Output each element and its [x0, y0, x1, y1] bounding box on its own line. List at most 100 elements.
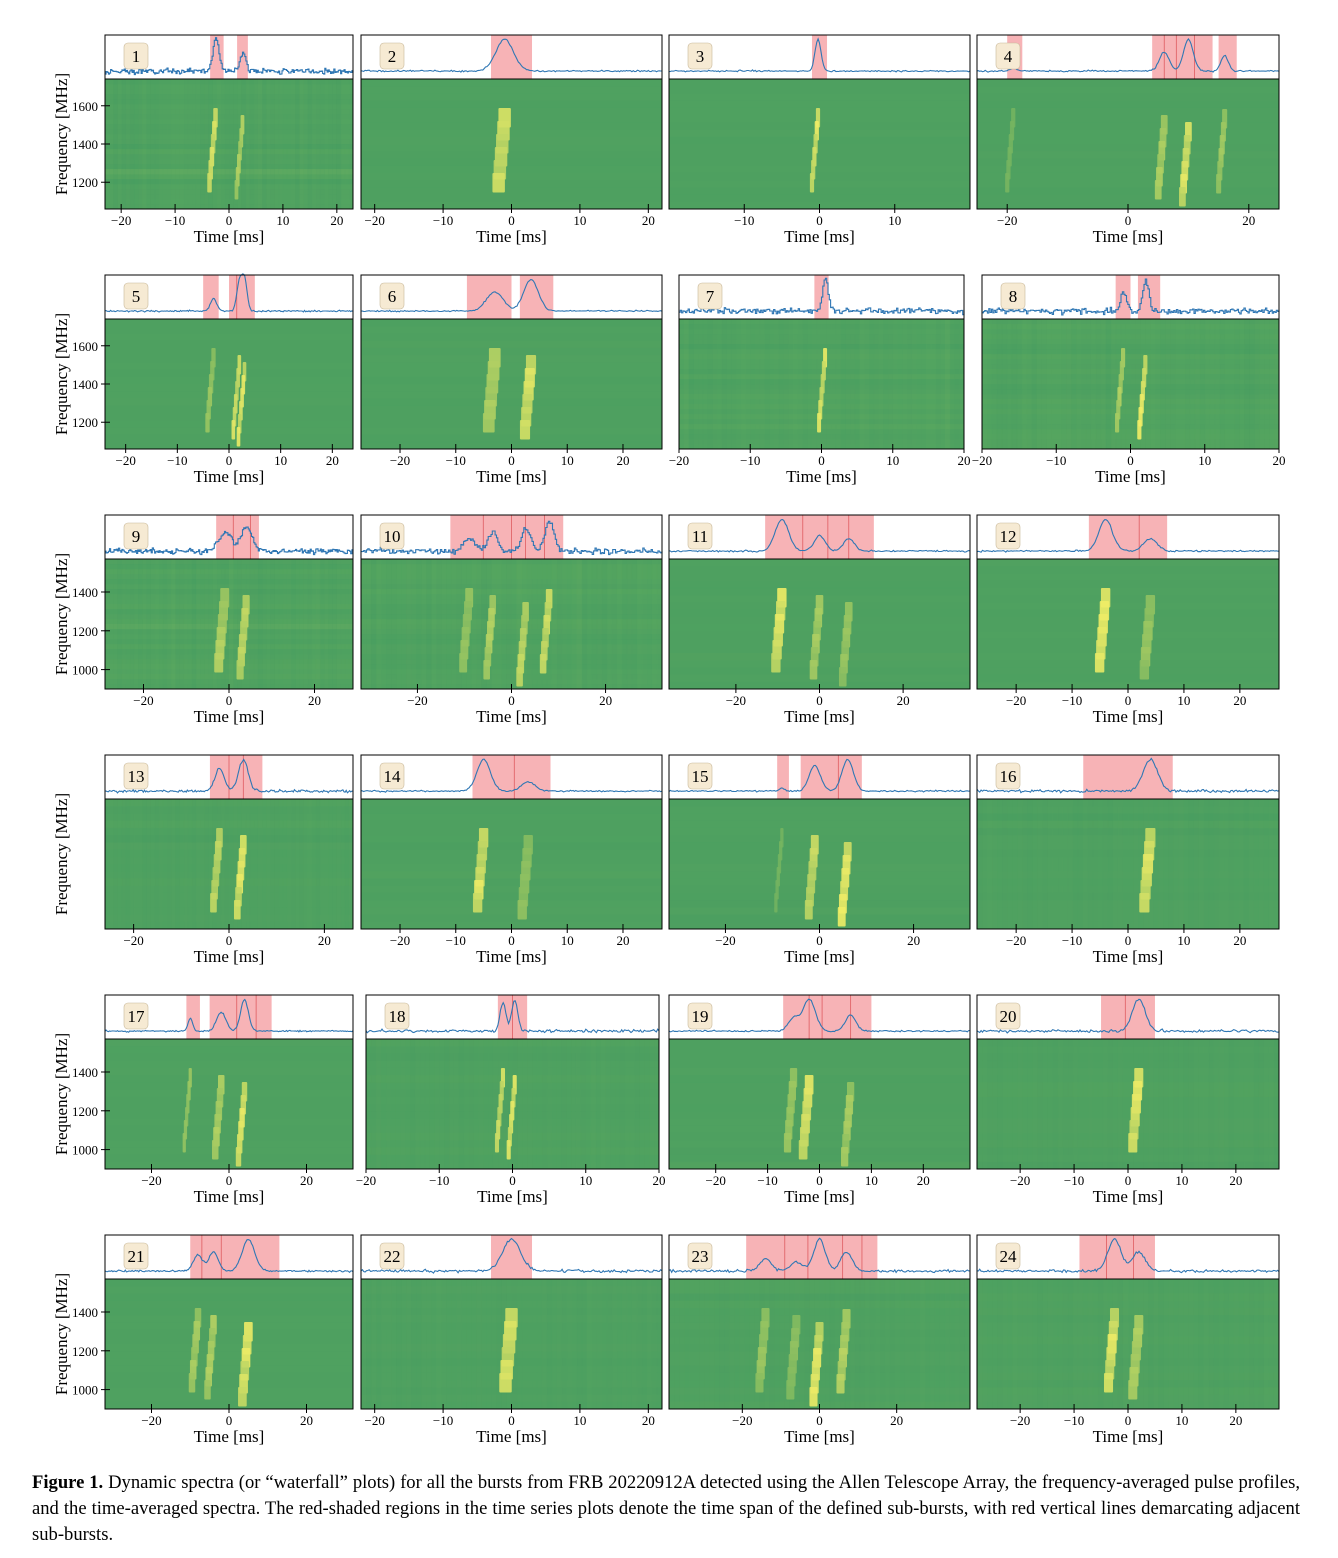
- waterfall-noise-col: [391, 559, 397, 689]
- waterfall-noise-col: [799, 1279, 805, 1409]
- waterfall-noise-col: [1188, 1279, 1194, 1409]
- waterfall-noise-row: [977, 849, 1279, 858]
- waterfall-noise-col: [154, 79, 160, 209]
- waterfall-noise-col: [348, 799, 354, 929]
- waterfall-noise-col: [1248, 799, 1255, 929]
- waterfall-noise-col: [959, 1279, 966, 1409]
- waterfall-noise-col: [1229, 319, 1235, 449]
- waterfall-noise-col: [456, 1279, 462, 1409]
- waterfall-noise-row: [361, 669, 662, 675]
- waterfall-noise-col: [1263, 1039, 1270, 1169]
- waterfall-noise-col: [1128, 1279, 1134, 1409]
- waterfall-noise-row: [361, 319, 662, 327]
- waterfall-noise-col: [874, 1279, 881, 1409]
- waterfall-noise-row: [982, 439, 1279, 445]
- waterfall-noise-row: [669, 813, 970, 822]
- waterfall-noise-col: [521, 1279, 528, 1409]
- waterfall-noise-row: [105, 79, 353, 85]
- waterfall-noise-col: [1158, 799, 1164, 929]
- waterfall-noise-col: [1150, 319, 1156, 449]
- waterfall-noise-col: [1258, 1039, 1265, 1169]
- waterfall-noise-row: [982, 369, 1279, 375]
- waterfall-noise-col: [303, 559, 309, 689]
- x-axis-2: −20 −10 0 10 20 Time [ms]: [365, 204, 655, 246]
- waterfall-noise-col: [200, 799, 205, 929]
- waterfall-noise-row: [669, 1293, 970, 1302]
- profile-19: 19: [668, 994, 971, 1040]
- waterfall-noise-row: [977, 1307, 1279, 1316]
- profile-frame: [104, 754, 354, 800]
- waterfall-noise-col: [1218, 1279, 1225, 1409]
- waterfall-noise-col: [1110, 319, 1117, 449]
- profile-4: 4: [976, 34, 1280, 80]
- waterfall-noise-row: [669, 1380, 970, 1388]
- waterfall-noise-col: [324, 799, 329, 929]
- waterfall-noise-row: [679, 319, 964, 325]
- waterfall-noise-row: [679, 324, 964, 330]
- waterfall-noise-row: [361, 813, 662, 822]
- waterfall-noise-row: [977, 878, 1279, 887]
- profile-17: 17: [104, 994, 354, 1040]
- waterfall-noise-col: [606, 559, 613, 689]
- waterfall-noise-col: [783, 319, 789, 449]
- waterfall-noise-col: [1046, 319, 1052, 449]
- waterfall-noise-col: [831, 319, 837, 449]
- waterfall-noise-row: [669, 652, 970, 661]
- waterfall-noise-col: [249, 799, 255, 929]
- waterfall-noise-row: [977, 1380, 1279, 1388]
- waterfall-noise-row: [977, 624, 1279, 632]
- waterfall-noise-col: [453, 1039, 460, 1169]
- waterfall-noise-row: [977, 1075, 1279, 1083]
- waterfall-noise-col: [1163, 799, 1169, 929]
- x-axis-3: −10 0 10 Time [ms]: [734, 204, 901, 246]
- waterfall-noise-col: [200, 559, 205, 689]
- waterfall-noise-col: [734, 1279, 740, 1409]
- waterfall-noise-col: [1213, 799, 1220, 929]
- waterfall-noise-col: [1117, 1039, 1124, 1169]
- waterfall-noise-col: [651, 559, 658, 689]
- waterfall-noise-col: [401, 1279, 407, 1409]
- waterfall-noise-col: [414, 1039, 421, 1169]
- waterfall-noise-row: [105, 1344, 353, 1352]
- waterfall-noise-row: [361, 398, 662, 407]
- profile-frame: [360, 34, 663, 80]
- waterfall-noise-col: [1057, 1279, 1064, 1409]
- panel-6: 6 −20 −10 0 10 20 Time [ms]: [360, 274, 663, 486]
- waterfall-noise-col: [1238, 1279, 1245, 1409]
- waterfall-noise-row: [669, 1286, 970, 1294]
- waterfall-noise-row: [361, 835, 662, 843]
- x-tick-label: 20: [599, 693, 612, 708]
- waterfall-noise-col: [600, 1039, 606, 1169]
- waterfall-noise-col: [1072, 799, 1079, 929]
- waterfall-noise-col: [1153, 799, 1159, 929]
- waterfall-noise-row: [105, 1118, 353, 1127]
- waterfall-noise-col: [532, 1039, 538, 1169]
- waterfall-23: [668, 1278, 971, 1410]
- profile-11: 11: [668, 514, 971, 560]
- waterfall-noise-row: [977, 1053, 1279, 1062]
- waterfall-noise-row: [105, 806, 353, 814]
- waterfall-noise-col: [694, 1279, 700, 1409]
- waterfall-noise-row: [679, 359, 964, 365]
- waterfall-noise-col: [1198, 1039, 1204, 1169]
- waterfall-noise-row: [977, 1147, 1279, 1156]
- waterfall-noise-col: [1100, 319, 1107, 449]
- waterfall-4: [976, 78, 1280, 210]
- waterfall-noise-col: [319, 559, 325, 689]
- waterfall-noise-col: [133, 79, 139, 209]
- waterfall-noise-row: [982, 359, 1279, 365]
- profile-frame: [668, 514, 971, 560]
- waterfall-noise-col: [709, 1279, 715, 1409]
- waterfall-noise-col: [129, 799, 135, 929]
- waterfall-noise-row: [669, 136, 970, 145]
- waterfall-noise-row: [977, 136, 1279, 145]
- waterfall-noise-row: [669, 1082, 970, 1091]
- panel-number: 16: [1000, 767, 1017, 786]
- waterfall-noise-col: [1268, 1279, 1275, 1409]
- waterfall-noise-col: [894, 1279, 901, 1409]
- subburst-region: [209, 995, 272, 1039]
- y-tick-label: 1400: [72, 585, 98, 600]
- x-axis-22: −20 −10 0 10 20 Time [ms]: [365, 1404, 655, 1446]
- waterfall-noise-row: [105, 1132, 353, 1141]
- pulse-profile-line: [360, 38, 662, 73]
